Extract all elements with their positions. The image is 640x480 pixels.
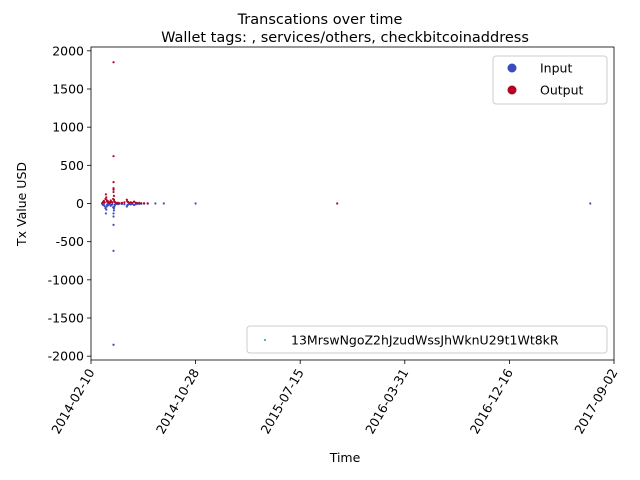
x-axis: 2014-02-10 2014-10-28 2015-07-15 2016-03-31…: [48, 360, 621, 436]
legend-output-label: Output: [540, 83, 584, 98]
data-point: [336, 202, 339, 205]
y-axis-label: Tx Value USD: [14, 162, 29, 247]
data-point: [112, 343, 115, 346]
data-point: [112, 209, 116, 212]
legend-address-marker: [264, 339, 266, 341]
series-output: [101, 61, 339, 205]
legend-bottom-box: [246, 325, 608, 354]
data-point: [112, 215, 115, 218]
data-point: [143, 202, 146, 205]
data-point: [123, 203, 126, 206]
x-tick-label: 2015-07-15: [257, 366, 306, 436]
data-point: [112, 188, 115, 191]
data-point: [112, 155, 115, 158]
x-tick-label: 2014-02-10: [48, 366, 97, 436]
data-point: [103, 201, 106, 204]
x-tick-label: 2017-09-02: [571, 366, 620, 436]
data-point: [104, 212, 107, 215]
data-point: [112, 223, 115, 226]
data-point: [118, 202, 121, 205]
x-tick-label: 2014-10-28: [153, 366, 202, 436]
series-input: [101, 202, 592, 346]
data-point: [112, 181, 115, 184]
data-point: [154, 202, 157, 205]
data-point: [123, 201, 126, 204]
data-point: [138, 201, 141, 204]
data-point: [112, 187, 115, 190]
data-point: [112, 212, 115, 215]
y-tick-label: -2000: [48, 349, 84, 364]
y-tick-label: 1000: [52, 120, 84, 135]
plot-area: [101, 61, 592, 346]
y-tick-label: -1500: [48, 311, 84, 326]
data-point: [131, 201, 134, 204]
data-point: [103, 205, 106, 208]
legend-input-marker: [507, 63, 517, 73]
data-point: [111, 203, 114, 206]
y-tick-label: -500: [56, 234, 84, 249]
y-tick-label: 500: [60, 158, 84, 173]
y-axis: -2000 -1500 -1000 -500 0 500 1000 1500 2000: [48, 43, 91, 364]
data-point: [120, 201, 124, 204]
data-point: [136, 202, 139, 205]
data-point: [112, 190, 115, 194]
y-tick-label: -1000: [48, 272, 84, 287]
x-tick-label: 2016-12-16: [467, 366, 516, 436]
data-point: [194, 202, 197, 205]
data-point: [132, 200, 136, 203]
data-point: [104, 193, 107, 196]
data-point: [105, 208, 108, 211]
chart-title: Transcations over time: [237, 12, 403, 28]
data-point: [112, 194, 116, 197]
data-point: [111, 201, 114, 204]
data-point: [112, 249, 115, 252]
data-point: [589, 202, 592, 205]
data-point: [105, 196, 108, 199]
y-tick-label: 2000: [52, 43, 84, 58]
legend-top-box: [492, 55, 608, 105]
data-point: [140, 202, 143, 205]
y-tick-label: 0: [76, 196, 84, 211]
data-point: [162, 202, 165, 205]
x-tick-label: 2016-03-31: [362, 366, 411, 436]
x-axis-label: Time: [329, 450, 361, 465]
data-point: [146, 202, 149, 205]
legend-input-label: Input: [540, 61, 572, 76]
legend-bottom: 13MrswNgoZ2hJzudWssJhWknU29t1Wt8kR: [246, 325, 608, 354]
data-point: [112, 61, 115, 64]
y-tick-label: 1500: [52, 81, 84, 96]
legend-top: Input Output: [492, 55, 608, 105]
legend-output-marker: [507, 85, 517, 95]
legend-address-label: 13MrswNgoZ2hJzudWssJhWknU29t1Wt8kR: [291, 333, 559, 348]
chart-subtitle: Wallet tags: , services/others, checkbit…: [161, 30, 529, 46]
data-point: [102, 203, 105, 206]
